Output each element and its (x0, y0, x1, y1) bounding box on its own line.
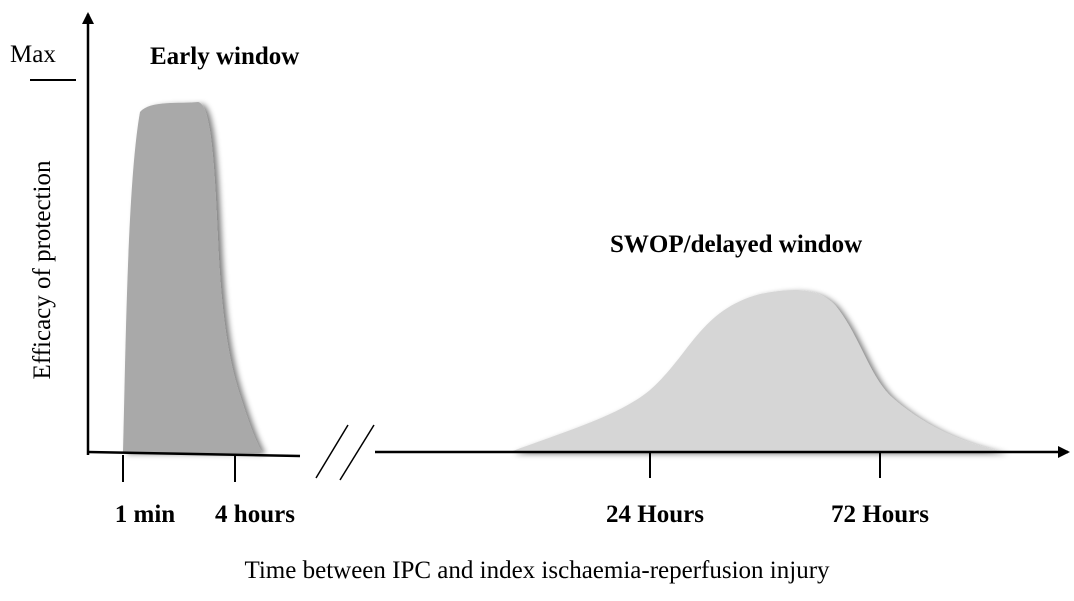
early-window-curve (123, 102, 262, 452)
x-axis-left (87, 450, 301, 458)
y-axis-label: Efficacy of protection (29, 160, 56, 379)
x-tick-label: 72 Hours (831, 501, 929, 528)
axis-break (339, 424, 375, 481)
axis-break (315, 424, 349, 479)
x-tick-label: 1 min (115, 501, 176, 528)
delayed-window-curve (510, 289, 1005, 452)
window-label: SWOP/delayed window (610, 231, 862, 258)
x-axis-label: Time between IPC and index ischaemia-rep… (244, 557, 830, 584)
x-tick-label: 24 Hours (606, 501, 704, 528)
x-tick-label: 4 hours (215, 501, 295, 528)
window-label: Early window (150, 43, 299, 70)
max-label: Max (10, 41, 56, 68)
